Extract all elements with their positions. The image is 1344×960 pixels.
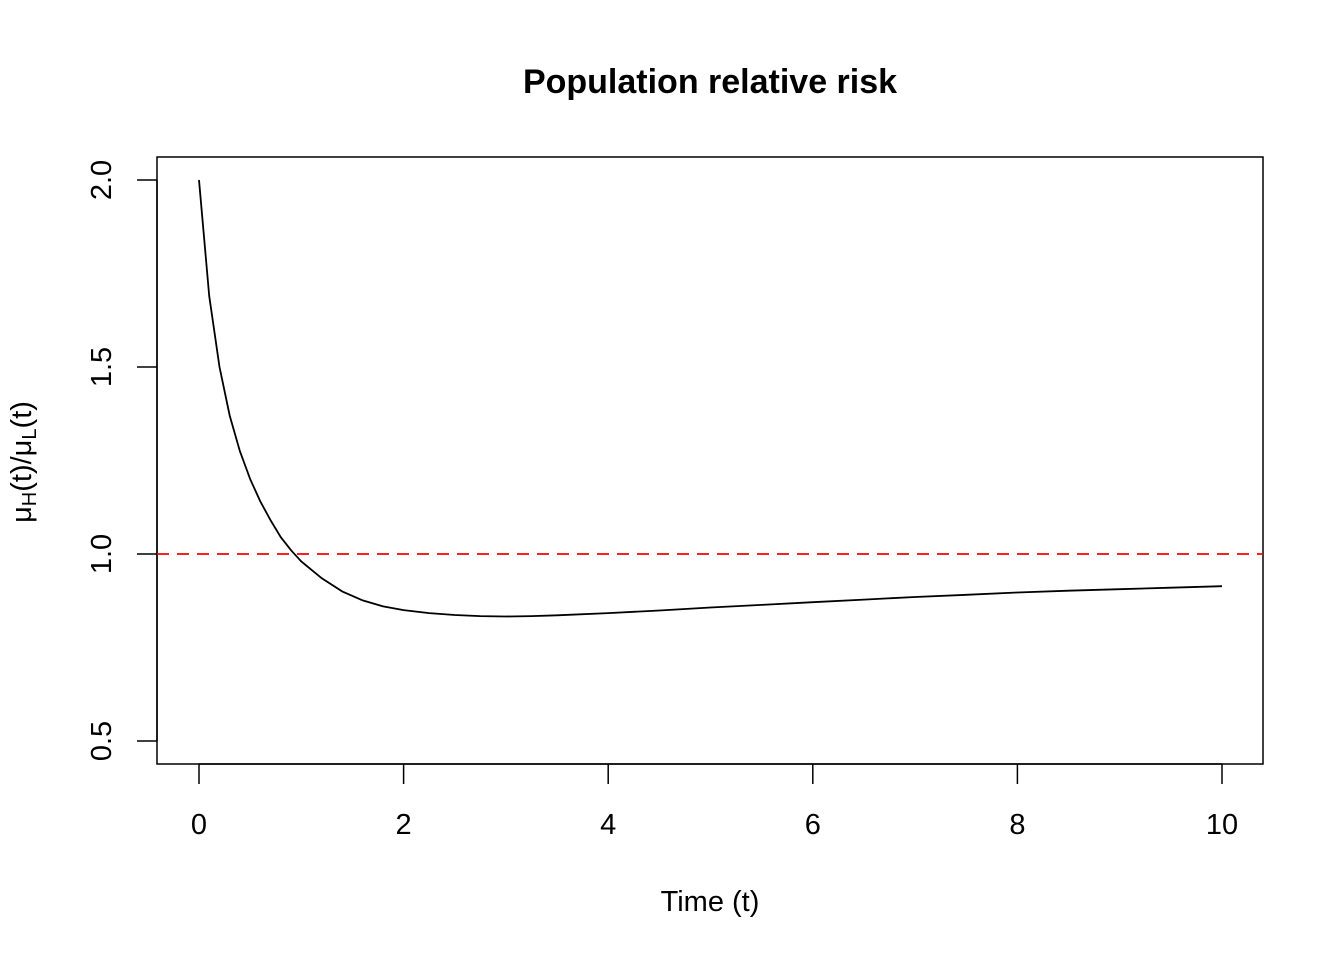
relative-risk-line xyxy=(198,179,1223,618)
x-tick-label: 2 xyxy=(396,809,412,841)
x-tick-label: 6 xyxy=(805,809,821,841)
x-tick-label: 8 xyxy=(1009,809,1025,841)
y-axis-label: μH(t)/μL(t) xyxy=(6,401,41,523)
x-tick-label: 4 xyxy=(600,809,616,841)
y-label-sub-h: H xyxy=(19,492,41,506)
x-tick-label: 10 xyxy=(1206,809,1238,841)
y-tick-label: 0.5 xyxy=(86,721,118,761)
y-label-mu-l: μ xyxy=(6,440,38,457)
y-label-end: (t) xyxy=(6,401,38,428)
chart-title: Population relative risk xyxy=(523,63,897,101)
y-axis: 0.5 1.0 1.5 2.0 xyxy=(86,160,158,761)
y-tick-label: 1.0 xyxy=(86,534,118,574)
y-tick-label: 1.5 xyxy=(86,347,118,387)
x-axis: 0 2 4 6 8 10 xyxy=(191,763,1238,841)
x-axis-label: Time (t) xyxy=(661,886,760,918)
y-tick-label: 2.0 xyxy=(86,160,118,200)
x-tick-label: 0 xyxy=(191,809,207,841)
y-label-sub-l: L xyxy=(19,428,41,439)
y-label-mu-h: μ xyxy=(6,506,38,523)
plot-frame xyxy=(156,156,1264,765)
y-label-mid: (t)/ xyxy=(6,455,38,491)
